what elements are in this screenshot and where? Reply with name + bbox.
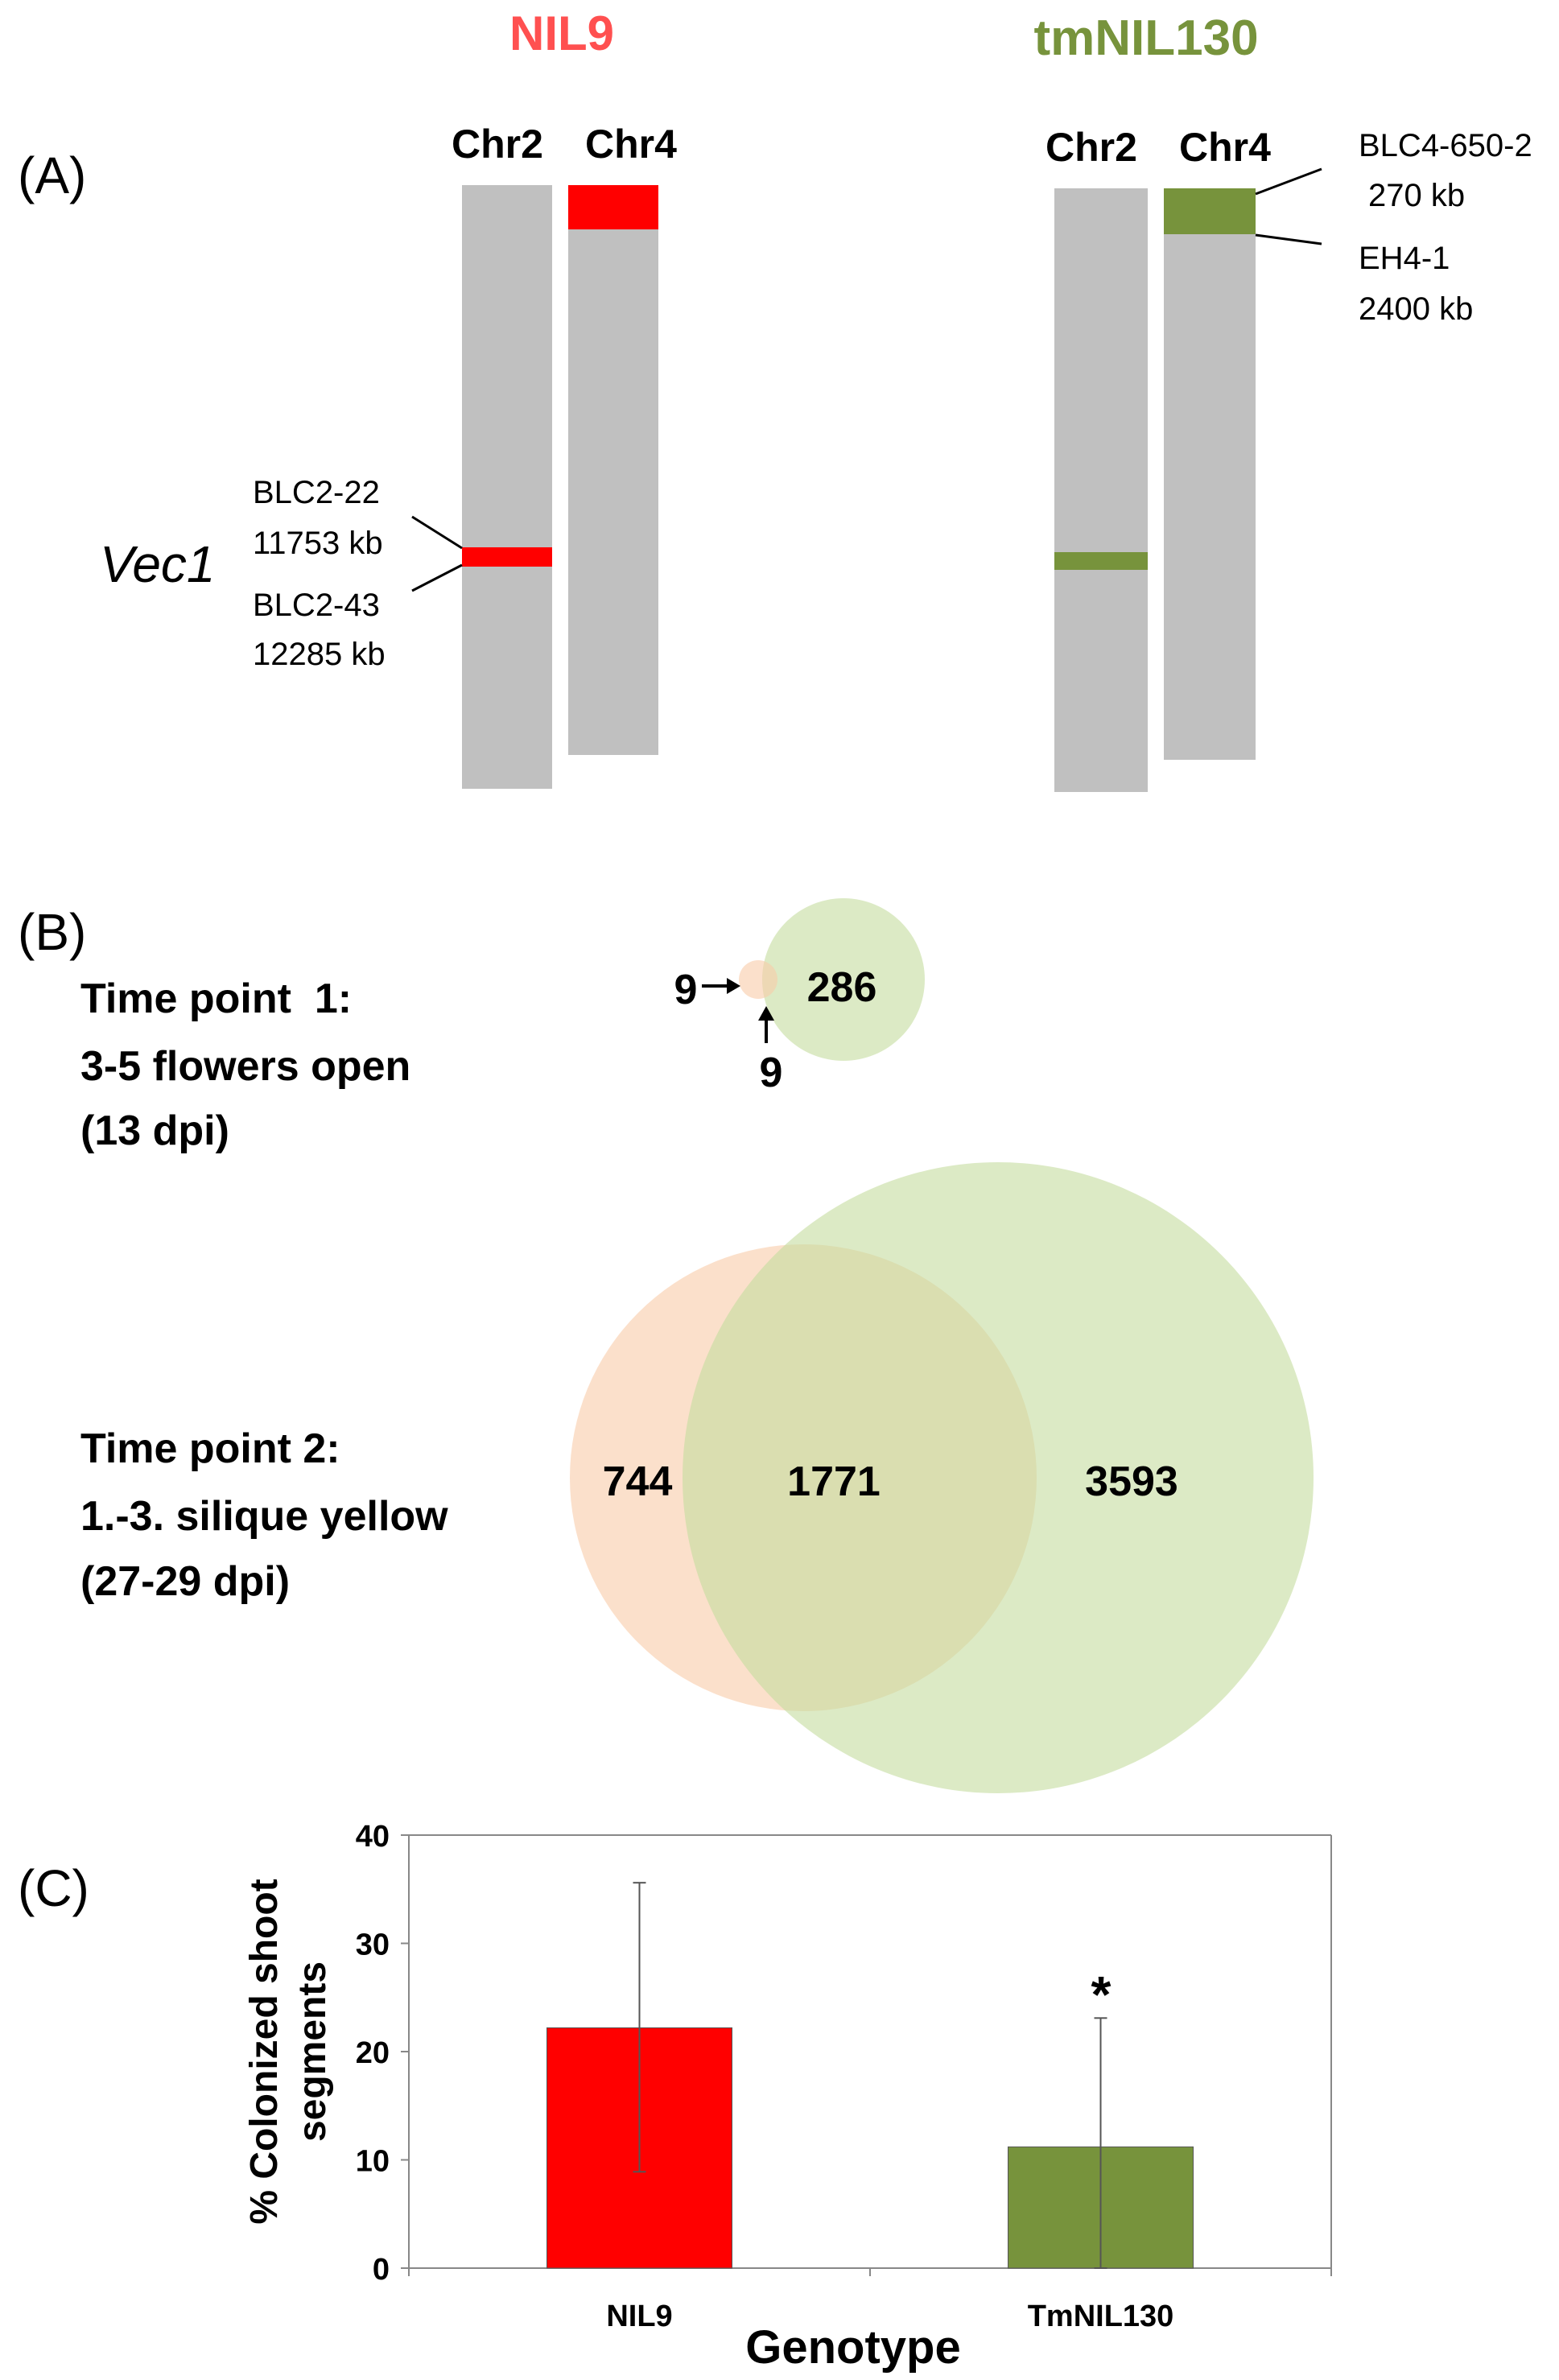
venn-tp1-nil9-count: 9 [674,967,698,1013]
marker-eh4-1-name: EH4-1 [1359,241,1450,276]
y-tick-label: 10 [356,2145,390,2179]
panel-b-label: (B) [18,903,86,961]
y-tick-label: 0 [373,2253,390,2287]
marker-blc2-43-name: BLC2-43 [253,588,380,623]
bars [546,2027,1194,2269]
marker-blc4-650-2-pos: 270 kb [1368,178,1465,213]
vec1-locus-label: Vec1 [100,535,216,593]
venn-tp1-nil9-circle [739,960,777,999]
panel-a-label: (A) [18,146,86,204]
marker-line-eh4-1 [1255,233,1322,245]
tmnil130-chr4-label: Chr4 [1179,125,1271,170]
y-axis-title-line1: % Colonized shoot [243,1879,286,2224]
venn-tp1-tmnil130-count: 286 [807,964,877,1011]
nil9-chr2-label: Chr2 [452,122,543,167]
venn-tp1-shared-arrowhead [758,1006,774,1021]
panel-c: (C) 0 10 20 30 40 NIL9 TmNIL130 * Genotype % … [18,1820,1332,2374]
venn-tp2-tmnil130-count: 3593 [1085,1458,1178,1505]
time-point-2-line1: Time point 2: [80,1425,340,1472]
marker-line-blc2-43 [411,563,463,592]
marker-line-blc4-650-2 [1255,167,1322,196]
venn-tp1-tmnil130-circle [762,898,925,1061]
time-point-2-line3: (27-29 dpi) [80,1558,290,1605]
y-tick-label: 40 [356,1820,390,1854]
nil9-chr2-introgression [462,547,552,567]
x-tick-label: TmNIL130 [1028,2300,1174,2333]
venn-tp1-shared-count: 9 [760,1050,783,1096]
error-bars [633,1882,1107,2269]
y-tick-label: 20 [356,2036,390,2070]
venn-tp2-tmnil130-circle [683,1162,1314,1793]
nil9-chr2-bar [462,185,552,789]
nil9-chr4-label: Chr4 [585,122,677,167]
bar-chart: 0 10 20 30 40 NIL9 TmNIL130 * Genotype % Colo… [243,1820,1332,2374]
x-ticks: NIL9 TmNIL130 [408,2268,1332,2333]
venn-tp2-nil9-count: 744 [603,1458,673,1505]
marker-blc2-22-pos: 11753 kb [253,526,383,561]
x-axis-title: Genotype [745,2321,961,2374]
y-tick-label: 30 [356,1928,390,1962]
time-point-2-line2: 1.-3. silique yellow [80,1493,448,1540]
nil9-chr4-introgression [568,185,658,229]
tmnil130-title: tmNIL130 [1033,10,1258,66]
time-point-1-line2: 3-5 flowers open [80,1043,410,1090]
tmnil130-chr4-bar [1164,188,1256,760]
marker-eh4-1-pos: 2400 kb [1359,291,1473,327]
tmnil130-chr2-bar [1054,188,1148,792]
marker-blc2-22-name: BLC2-22 [253,475,380,510]
y-axis-title-line2: segments [291,1961,334,2142]
marker-line-blc2-22 [411,515,463,550]
panel-c-label: (C) [18,1859,89,1917]
time-point-1-line1: Time point 1: [80,976,352,1022]
tmnil130-chr2-introgression [1054,552,1148,570]
nil9-title: NIL9 [509,6,614,60]
panel-a: (A) NIL9 Chr2 Chr4 Vec1 BLC2-22 11753 kb… [18,6,1532,792]
significance-marker: * [1091,1965,1112,2023]
nil9-chr4-bar [568,185,658,755]
marker-blc4-650-2-name: BLC4-650-2 [1359,128,1532,163]
venn-tp1-nil9-arrowhead [727,978,740,994]
x-tick-label: NIL9 [606,2300,672,2333]
y-ticks: 0 10 20 30 40 [356,1820,409,2287]
tmnil130-chr4-introgression [1164,188,1256,234]
venn-tp2-shared-count: 1771 [787,1458,881,1505]
marker-blc2-43-pos: 12285 kb [253,637,386,672]
tmnil130-chr2-label: Chr2 [1046,125,1137,170]
time-point-1-line3: (13 dpi) [80,1108,229,1154]
panel-b: (B) Time point 1: 3-5 flowers open (13 d… [18,898,1314,1793]
